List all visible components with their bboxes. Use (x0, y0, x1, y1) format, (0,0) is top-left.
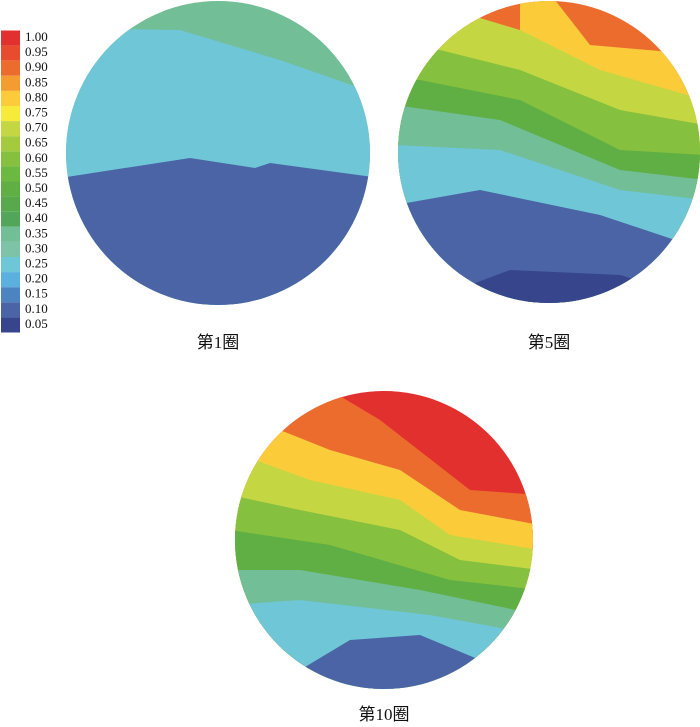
legend-label: 0.40 (25, 210, 48, 225)
legend-label: 0.60 (25, 150, 48, 165)
legend-label: 0.15 (25, 286, 48, 301)
legend-swatch (1, 151, 20, 167)
legend-label: 0.85 (25, 74, 48, 89)
legend-swatch (1, 45, 20, 61)
legend-label: 0.20 (25, 271, 48, 286)
legend-swatch (1, 302, 20, 318)
legend-swatch (1, 211, 20, 227)
legend-swatch (1, 60, 20, 76)
legend-label: 0.30 (25, 240, 48, 255)
legend-swatch (1, 272, 20, 288)
legend: 1.000.950.900.850.800.750.700.650.600.55… (1, 29, 48, 333)
legend-label: 0.25 (25, 255, 48, 270)
legend-swatch (1, 287, 20, 303)
legend-swatch (1, 90, 20, 106)
legend-label: 0.95 (25, 44, 48, 59)
legend-label: 0.05 (25, 316, 48, 331)
legend-label: 0.65 (25, 135, 48, 150)
legend-swatch (1, 106, 20, 122)
legend-swatch (1, 136, 20, 152)
legend-label: 0.70 (25, 120, 48, 135)
legend-swatch (1, 317, 20, 333)
legend-label: 1.00 (25, 29, 48, 44)
legend-swatch (1, 241, 20, 257)
legend-label: 0.10 (25, 301, 48, 316)
legend-label: 0.75 (25, 104, 48, 119)
legend-swatch (1, 166, 20, 182)
panel-caption: 第5圈 (528, 333, 571, 352)
legend-label: 0.90 (25, 59, 48, 74)
panel-caption: 第1圈 (197, 333, 240, 352)
legend-label: 0.80 (25, 89, 48, 104)
contour-band (235, 635, 533, 689)
legend-swatch (1, 196, 20, 212)
legend-swatch (1, 75, 20, 91)
legend-label: 0.50 (25, 180, 48, 195)
panel-caption: 第10圈 (359, 705, 410, 724)
legend-swatch (1, 226, 20, 242)
legend-label: 0.35 (25, 225, 48, 240)
legend-label: 0.55 (25, 165, 48, 180)
legend-swatch (1, 30, 20, 46)
legend-swatch (1, 181, 20, 197)
legend-swatch (1, 257, 20, 273)
legend-swatch (1, 121, 20, 137)
legend-label: 0.45 (25, 195, 48, 210)
